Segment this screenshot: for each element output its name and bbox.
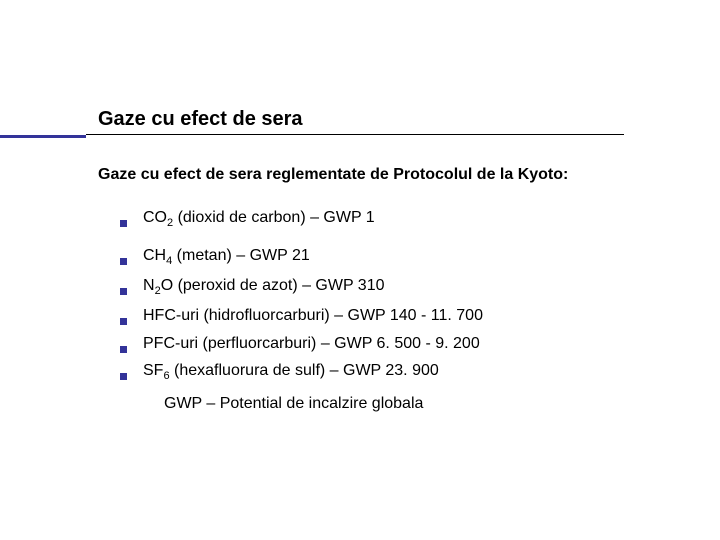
item-rest: PFC-uri (perfluorcarburi) – GWP 6. 500 -… — [143, 335, 480, 352]
item-rest: HFC-uri (hidrofluorcarburi) – GWP 140 - … — [143, 307, 483, 324]
formula: CH — [143, 247, 166, 264]
list-item-text: CH4 (metan) – GWP 21 — [143, 245, 310, 269]
list-item-text: PFC-uri (perfluorcarburi) – GWP 6. 500 -… — [143, 333, 480, 355]
bullet-icon — [120, 220, 127, 227]
list-item: N2O (peroxid de azot) – GWP 310 — [120, 275, 483, 299]
footnote: GWP – Potential de incalzire globala — [164, 395, 423, 413]
slide-subtitle: Gaze cu efect de sera reglementate de Pr… — [98, 166, 568, 183]
title-rule-accent — [0, 135, 86, 138]
bullet-icon — [120, 373, 127, 380]
formula: CO — [143, 209, 167, 226]
title-rule-line — [86, 134, 624, 135]
item-rest: (metan) – GWP 21 — [172, 247, 310, 264]
bullet-icon — [120, 288, 127, 295]
list-item-text: CO2 (dioxid de carbon) – GWP 1 — [143, 207, 375, 231]
slide: Gaze cu efect de sera Gaze cu efect de s… — [0, 0, 720, 540]
list-item: CO2 (dioxid de carbon) – GWP 1 — [120, 207, 483, 231]
title-block: Gaze cu efect de sera — [98, 108, 303, 131]
list-item-text: SF6 (hexafluorura de sulf) – GWP 23. 900 — [143, 360, 439, 384]
item-rest: O (peroxid de azot) – GWP 310 — [161, 277, 385, 294]
list-item: CH4 (metan) – GWP 21 — [120, 245, 483, 269]
bullet-icon — [120, 258, 127, 265]
list-item: PFC-uri (perfluorcarburi) – GWP 6. 500 -… — [120, 333, 483, 355]
formula: N — [143, 277, 155, 294]
list-item: HFC-uri (hidrofluorcarburi) – GWP 140 - … — [120, 305, 483, 327]
item-rest: (hexafluorura de sulf) – GWP 23. 900 — [170, 362, 439, 379]
bullet-icon — [120, 318, 127, 325]
list-item-text: HFC-uri (hidrofluorcarburi) – GWP 140 - … — [143, 305, 483, 327]
bullet-icon — [120, 346, 127, 353]
item-rest: (dioxid de carbon) – GWP 1 — [173, 209, 375, 226]
formula: SF — [143, 362, 163, 379]
list-item-text: N2O (peroxid de azot) – GWP 310 — [143, 275, 385, 299]
bullet-list: CO2 (dioxid de carbon) – GWP 1 CH4 (meta… — [120, 207, 483, 390]
list-item: SF6 (hexafluorura de sulf) – GWP 23. 900 — [120, 360, 483, 384]
subtitle-block: Gaze cu efect de sera reglementate de Pr… — [98, 166, 568, 184]
slide-title: Gaze cu efect de sera — [98, 108, 303, 130]
